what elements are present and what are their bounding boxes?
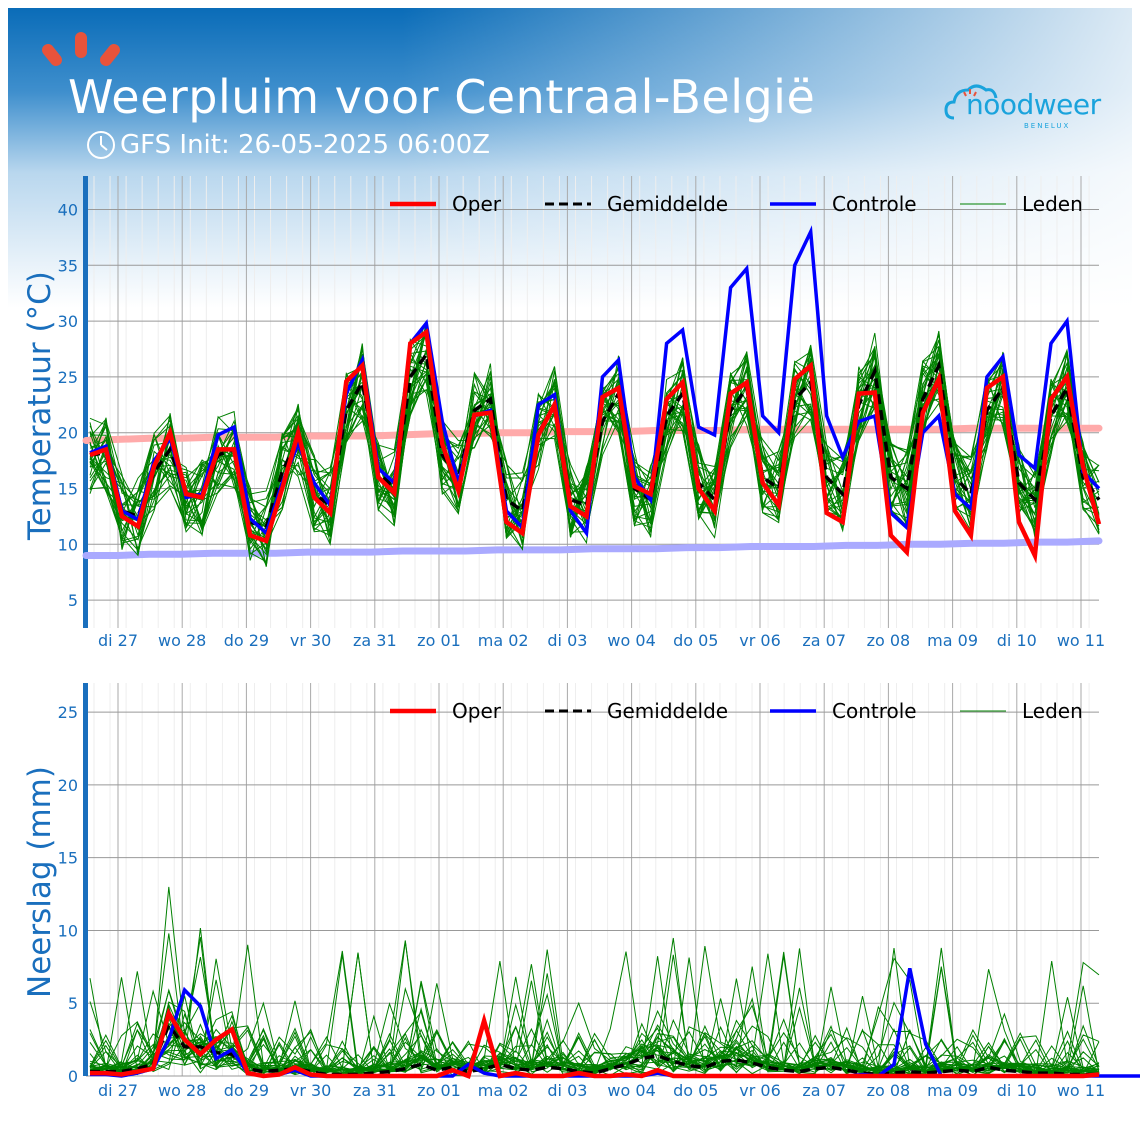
x-tick-label: do 05 [673, 631, 718, 650]
chart-panel-0: di 27 wo 28 do 29 vr 30 za 31 zo 01 ma 02 di 03… [22, 176, 1105, 650]
x-tick-label: ma 09 [927, 1081, 978, 1100]
x-tick-label: di 10 [997, 1081, 1037, 1100]
x-tick-label: wo 04 [607, 1081, 655, 1100]
x-tick-label: wo 28 [158, 1081, 206, 1100]
legend-label: Gemiddelde [607, 699, 728, 723]
y-tick-label: 20 [58, 424, 78, 443]
y-tick-label: 25 [58, 368, 78, 387]
sun-rays-icon [42, 32, 120, 66]
x-tick-label: vr 06 [739, 1081, 781, 1100]
y-tick-label: 10 [58, 921, 78, 940]
clock-icon [87, 131, 115, 159]
x-tick-label: za 31 [353, 1081, 397, 1100]
y-tick-label: 40 [58, 200, 78, 219]
legend-label: Oper [452, 192, 502, 216]
x-tick-label: vr 30 [290, 631, 332, 650]
x-tick-label: vr 30 [290, 1081, 332, 1100]
y-tick-label: 25 [58, 703, 78, 722]
x-tick-label: do 05 [673, 1081, 718, 1100]
x-tick-label: za 07 [802, 1081, 846, 1100]
y-tick-label: 0 [68, 1067, 78, 1086]
x-tick-label: di 03 [547, 631, 587, 650]
cloud-logo-icon [944, 84, 998, 120]
x-tick-label: wo 28 [158, 631, 206, 650]
x-tick-label: do 29 [224, 631, 269, 650]
y-tick-label: 15 [58, 849, 78, 868]
y-axis-bar [83, 683, 88, 1076]
legend-label: Controle [832, 699, 917, 723]
climate-min-line [82, 537, 1103, 559]
x-tick-label: ma 02 [478, 631, 529, 650]
member-line [89, 933, 1100, 1076]
legend-label: Oper [452, 699, 502, 723]
init-subtitle: GFS Init: 26-05-2025 06:00Z [120, 130, 491, 160]
x-tick-label: ma 02 [478, 1081, 529, 1100]
x-tick-label: zo 08 [867, 631, 911, 650]
series-line-oper [90, 1007, 1100, 1079]
y-tick-label: 15 [58, 479, 78, 498]
climate-max-line [82, 424, 1103, 444]
logo-text: noodweer [966, 88, 1101, 121]
y-tick-label: 5 [68, 591, 78, 610]
y-tick-label: 5 [68, 994, 78, 1013]
member-line [90, 953, 1100, 1075]
y-tick-label: 10 [58, 535, 78, 554]
y-tick-label: 30 [58, 312, 78, 331]
y-tick-label: 35 [58, 256, 78, 275]
x-tick-label: wo 11 [1057, 1081, 1105, 1100]
x-tick-label: wo 04 [607, 631, 655, 650]
x-tick-label: di 27 [98, 1081, 138, 1100]
legend-label: Gemiddelde [607, 192, 728, 216]
y-tick-label: 20 [58, 776, 78, 795]
series-line-oper [89, 328, 1102, 564]
x-tick-label: zo 08 [867, 1081, 911, 1100]
x-tick-label: za 07 [802, 631, 846, 650]
x-tick-label: di 03 [547, 1081, 587, 1100]
member-line [89, 986, 1100, 1076]
logo-subtext: BENELUX [1024, 122, 1071, 130]
page-title: Weerpluim voor Centraal-België [68, 70, 816, 124]
x-tick-label: di 27 [98, 631, 138, 650]
member-line [89, 357, 1100, 539]
y-axis-bar [83, 176, 88, 628]
x-tick-label: wo 11 [1057, 631, 1105, 650]
legend-label: Leden [1022, 699, 1083, 723]
chart-panel-1: di 27 wo 28 do 29 vr 30 za 31 zo 01 ma 02 di 03… [22, 683, 1140, 1100]
member-line [89, 886, 1100, 1076]
x-tick-label: za 31 [353, 631, 397, 650]
x-tick-label: zo 01 [417, 1081, 461, 1100]
x-tick-label: zo 01 [417, 631, 461, 650]
series-line-gemiddelde [90, 1021, 1099, 1077]
legend-label: Leden [1022, 192, 1083, 216]
x-tick-label: di 10 [997, 631, 1037, 650]
x-tick-label: do 29 [224, 1081, 269, 1100]
x-tick-label: vr 06 [739, 631, 781, 650]
legend-label: Controle [832, 192, 917, 216]
y-axis-label: Neerslag (mm) [22, 766, 58, 998]
y-axis-label: Temperatuur (°C) [22, 271, 58, 541]
x-tick-label: ma 09 [927, 631, 978, 650]
